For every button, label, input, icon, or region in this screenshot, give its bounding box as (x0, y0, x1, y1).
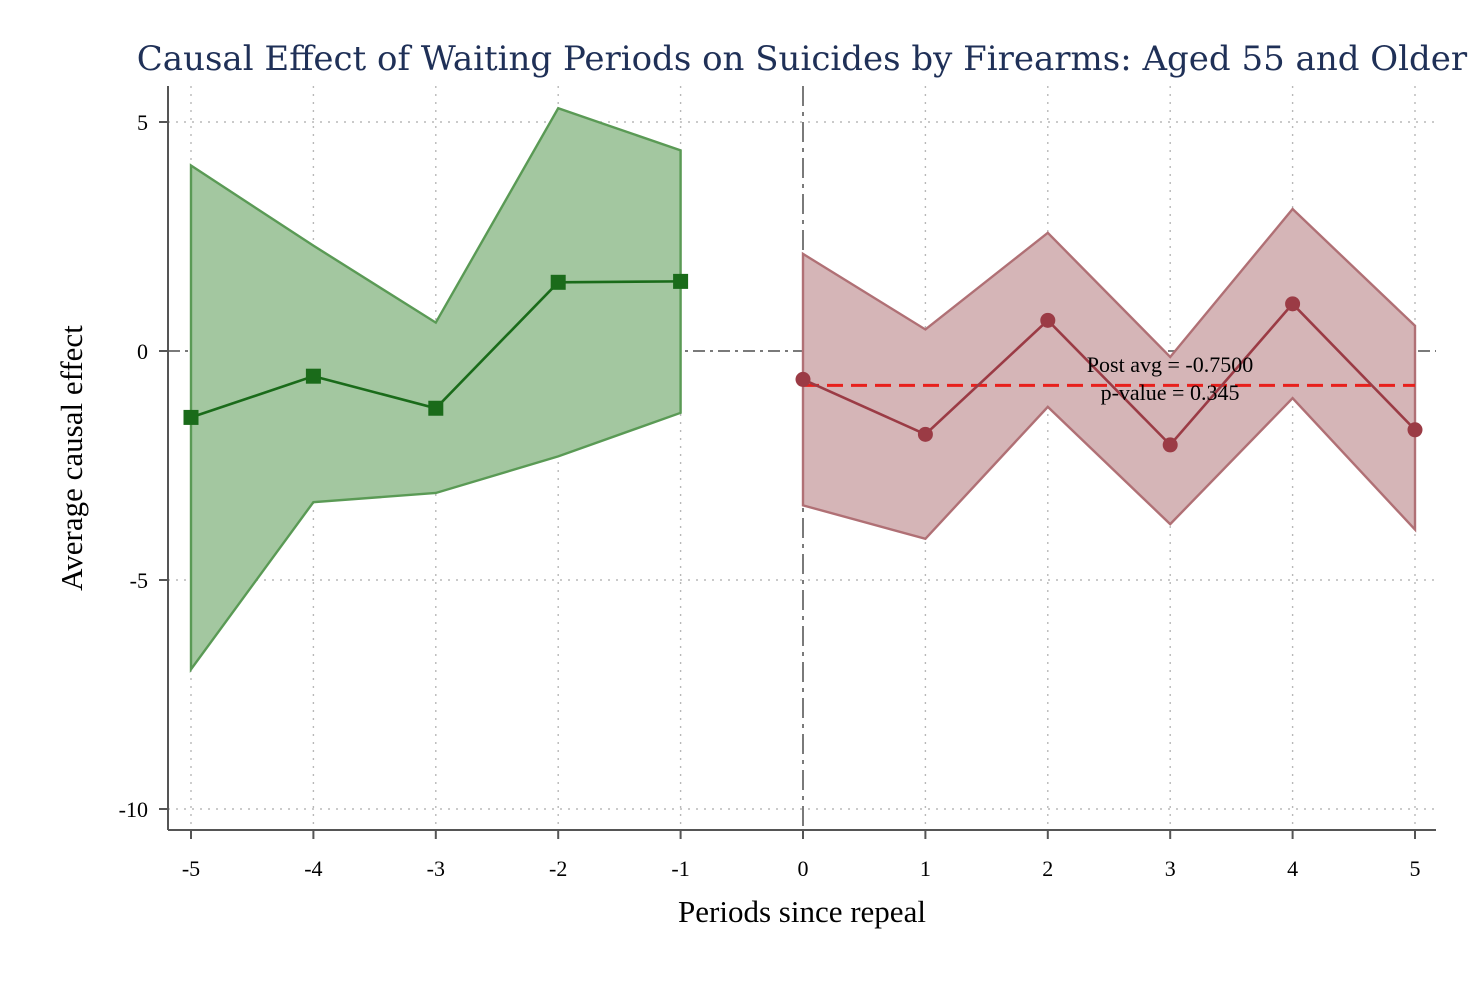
x-tick-label: 1 (920, 856, 931, 881)
chart-title: Causal Effect of Waiting Periods on Suic… (137, 39, 1468, 79)
x-tick-label: -5 (182, 856, 200, 881)
p-value-annotation: p-value = 0.345 (1101, 380, 1240, 405)
x-tick-label: -2 (549, 856, 567, 881)
x-tick-label: 5 (1410, 856, 1421, 881)
pre-period-point (550, 274, 566, 290)
pre-period-ci-band (189, 106, 682, 673)
x-tick-label: 4 (1287, 856, 1298, 881)
y-axis-label: Average causal effect (54, 325, 89, 591)
pre-period-point (428, 400, 444, 416)
post-period-point (1040, 312, 1056, 328)
post-period-series-line (802, 301, 1416, 447)
post-period-point (1285, 296, 1301, 312)
post-period-point (917, 426, 933, 442)
pre-period-point (673, 273, 689, 289)
x-tick-label: -1 (671, 856, 689, 881)
annotation-group: Post avg = -0.7500 p-value = 0.345 (1087, 352, 1253, 405)
y-tick-label: -10 (119, 797, 148, 822)
pre-period-point (183, 409, 199, 425)
y-tick-label: 0 (137, 339, 148, 364)
post-period-ci-band (801, 207, 1417, 541)
x-tick-label: 2 (1042, 856, 1053, 881)
y-tick-label: 5 (137, 110, 148, 135)
series-markers (183, 273, 1423, 453)
post-period-point (795, 371, 811, 387)
pre-period-point (305, 368, 321, 384)
x-tick-label: -4 (304, 856, 322, 881)
x-tick-label: 3 (1165, 856, 1176, 881)
confidence-bands (189, 106, 1417, 673)
x-axis-label: Periods since repeal (678, 894, 926, 929)
axis-ticks: -5 -4 -3 -2 -1 0 1 2 3 4 550-5-10 (119, 110, 1421, 881)
x-tick-label: 0 (798, 856, 809, 881)
post-period-point (1162, 437, 1178, 453)
post-period-point (1407, 422, 1423, 438)
y-tick-label: -5 (130, 568, 148, 593)
x-tick-label: -3 (427, 856, 445, 881)
post-avg-annotation: Post avg = -0.7500 (1087, 352, 1253, 377)
